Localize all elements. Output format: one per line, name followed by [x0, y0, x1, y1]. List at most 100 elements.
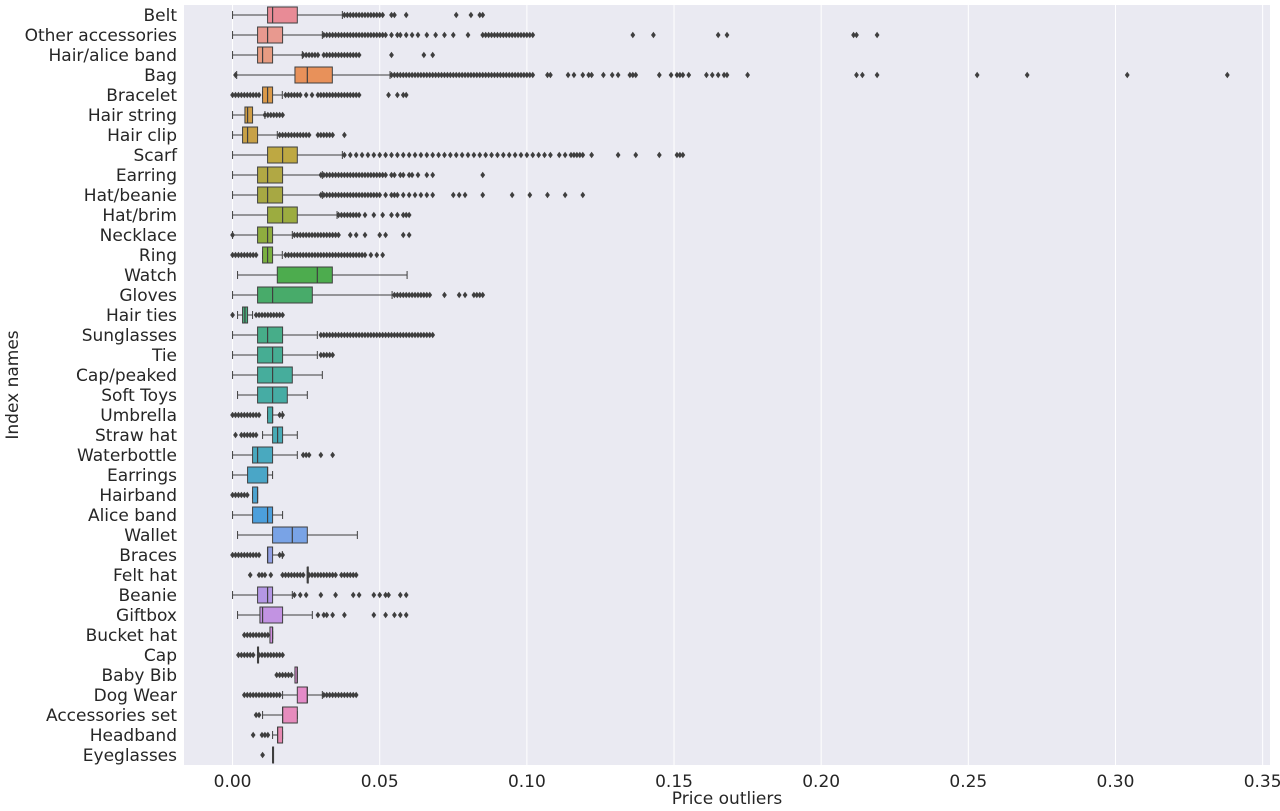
- box-iqr: [247, 466, 269, 484]
- box-group: [241, 686, 359, 704]
- outlier-marker: [377, 591, 383, 599]
- outlier-marker: [268, 571, 274, 579]
- outlier-marker: [403, 291, 409, 299]
- outlier-marker: [400, 91, 406, 99]
- outlier-marker: [403, 11, 409, 19]
- outlier-marker: [247, 431, 253, 439]
- outlier-marker: [353, 171, 359, 179]
- outlier-marker: [286, 251, 291, 259]
- outlier-marker: [277, 691, 283, 699]
- outlier-marker: [236, 91, 241, 99]
- box-group: [230, 306, 285, 324]
- box-iqr: [257, 186, 284, 204]
- y-tick-label: Braces: [119, 546, 177, 566]
- outlier-marker: [327, 191, 333, 199]
- outlier-marker: [318, 571, 324, 579]
- y-tick-label: Hat/brim: [102, 206, 177, 226]
- box-group: [230, 246, 386, 264]
- box-group: [247, 566, 359, 584]
- x-tick-label: 0.30: [1097, 772, 1135, 792]
- outlier-marker: [651, 31, 656, 39]
- outlier-marker: [344, 691, 350, 699]
- outlier-marker: [471, 151, 477, 159]
- outlier-marker: [397, 291, 403, 299]
- box-group: [237, 386, 308, 404]
- outlier-marker: [291, 231, 297, 239]
- outlier-marker: [365, 151, 371, 159]
- outlier-marker: [418, 291, 424, 299]
- outlier-marker: [377, 151, 383, 159]
- outlier-marker: [315, 251, 321, 259]
- outlier-marker: [359, 251, 365, 259]
- outlier-marker: [703, 71, 709, 79]
- outlier-marker: [241, 431, 247, 439]
- box-group: [232, 466, 274, 484]
- outlier-marker: [303, 451, 309, 459]
- outlier-marker: [386, 331, 391, 339]
- outlier-marker: [321, 31, 327, 39]
- outlier-marker: [580, 71, 586, 79]
- outlier-marker: [489, 31, 494, 39]
- outlier-marker: [259, 571, 265, 579]
- outlier-marker: [380, 251, 386, 259]
- outlier-marker: [542, 151, 547, 159]
- outlier-marker: [397, 611, 403, 619]
- outlier-marker: [230, 91, 235, 99]
- outlier-marker: [247, 411, 253, 419]
- outlier-marker: [403, 91, 409, 99]
- outlier-marker: [327, 251, 333, 259]
- outlier-marker: [318, 91, 324, 99]
- box-group: [233, 66, 1230, 84]
- outlier-marker: [389, 151, 394, 159]
- outlier-marker: [321, 611, 327, 619]
- outlier-marker: [495, 31, 500, 39]
- box-group: [237, 266, 408, 284]
- outlier-marker: [247, 91, 253, 99]
- outlier-marker: [362, 231, 368, 239]
- outlier-marker: [371, 151, 377, 159]
- outlier-marker: [421, 331, 427, 339]
- outlier-marker: [330, 31, 336, 39]
- outlier-marker: [341, 131, 347, 139]
- y-tick-label: Dog Wear: [94, 686, 177, 706]
- outlier-marker: [256, 551, 262, 559]
- outlier-marker: [347, 211, 353, 219]
- outlier-marker: [291, 571, 297, 579]
- outlier-marker: [336, 331, 341, 339]
- outlier-marker: [680, 151, 686, 159]
- outlier-marker: [233, 71, 238, 79]
- outlier-marker: [459, 71, 465, 79]
- x-tick-label: 0.05: [361, 772, 399, 792]
- outlier-marker: [353, 251, 359, 259]
- outlier-marker: [324, 611, 330, 619]
- outlier-marker: [336, 231, 341, 239]
- outlier-marker: [321, 691, 327, 699]
- box-iqr: [277, 726, 284, 744]
- outlier-marker: [365, 191, 371, 199]
- outlier-marker: [336, 171, 341, 179]
- outlier-marker: [512, 71, 518, 79]
- outlier-marker: [333, 331, 338, 339]
- outlier-marker: [386, 91, 391, 99]
- outlier-marker: [344, 211, 350, 219]
- outlier-marker: [321, 571, 327, 579]
- outlier-marker: [236, 491, 241, 499]
- outlier-marker: [277, 671, 283, 679]
- outlier-marker: [277, 551, 283, 559]
- y-tick-label: Beanie: [119, 586, 178, 606]
- outlier-marker: [339, 191, 344, 199]
- outlier-marker: [424, 191, 430, 199]
- outlier-marker: [274, 111, 280, 119]
- outlier-marker: [230, 311, 235, 319]
- outlier-marker: [241, 251, 247, 259]
- outlier-marker: [330, 351, 336, 359]
- outlier-marker: [318, 191, 324, 199]
- y-tick-label: Bracelet: [106, 86, 177, 106]
- outlier-marker: [347, 91, 353, 99]
- outlier-marker: [230, 251, 235, 259]
- outlier-marker: [371, 171, 377, 179]
- outlier-marker: [400, 171, 406, 179]
- outlier-marker: [397, 591, 403, 599]
- outlier-marker: [277, 311, 283, 319]
